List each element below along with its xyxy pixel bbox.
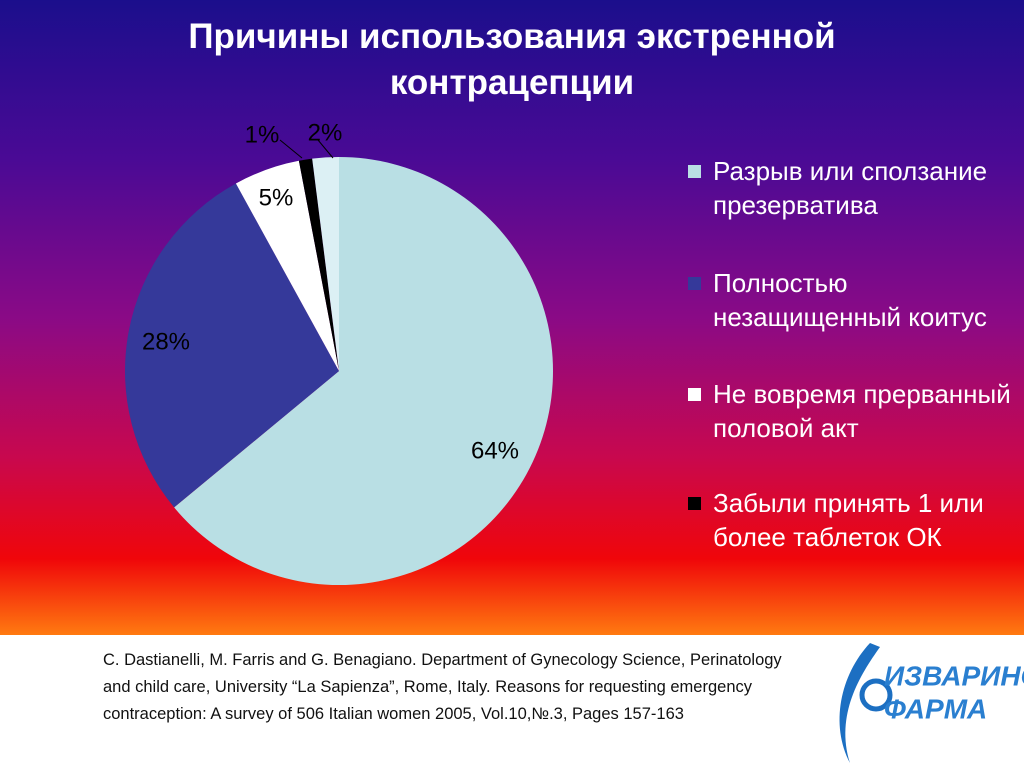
leader-line <box>279 139 303 159</box>
chart: 64% 28% 5% 1% 2% <box>124 119 553 585</box>
citation-line: and child care, University “La Sapienza”… <box>103 678 753 696</box>
data-label: 2% <box>308 119 343 146</box>
citation-line: C. Dastianelli, M. Farris and G. Benagia… <box>103 651 782 669</box>
legend-label: Разрыв или сползание презерватива <box>713 156 988 220</box>
logo-text: ФАРМА <box>884 693 987 724</box>
legend-swatch <box>688 497 701 510</box>
pie-slice <box>298 158 339 371</box>
data-label: 1% <box>245 121 280 148</box>
legend-swatch <box>688 388 701 401</box>
legend-item: Не вовремя прерванный половой акт <box>688 377 1018 445</box>
legend-item: Разрыв или сползание презерватива <box>688 154 1018 222</box>
pie-slice <box>235 160 339 371</box>
logo-shape <box>839 643 880 763</box>
legend-item: Полностью незащищенный коитус <box>688 266 1018 334</box>
data-label: 64% <box>471 437 519 464</box>
chart-title: Причины использования экстренной контрац… <box>188 17 836 102</box>
legend-label: Полностью незащищенный коитус <box>713 268 987 332</box>
pie-slice <box>174 157 553 585</box>
data-label: 5% <box>259 184 294 211</box>
pie-slice <box>124 183 339 508</box>
logo-shape <box>859 678 893 712</box>
pie-slice <box>312 157 339 371</box>
logo-graphic: ИЗВАРИНО ФАРМА <box>839 643 1024 763</box>
legend-swatch <box>688 277 701 290</box>
logo-text: ИЗВАРИНО <box>884 660 1024 691</box>
leader-line <box>317 139 334 159</box>
legend-label: Забыли принять 1 или более таблеток ОК <box>713 488 984 552</box>
legend-item: Забыли принять 1 или более таблеток ОК <box>688 486 1018 554</box>
citation-line: contraception: A survey of 506 Italian w… <box>103 705 684 723</box>
legend-label: Не вовремя прерванный половой акт <box>713 379 1011 443</box>
legend-swatch <box>688 165 701 178</box>
data-label: 28% <box>142 328 190 355</box>
